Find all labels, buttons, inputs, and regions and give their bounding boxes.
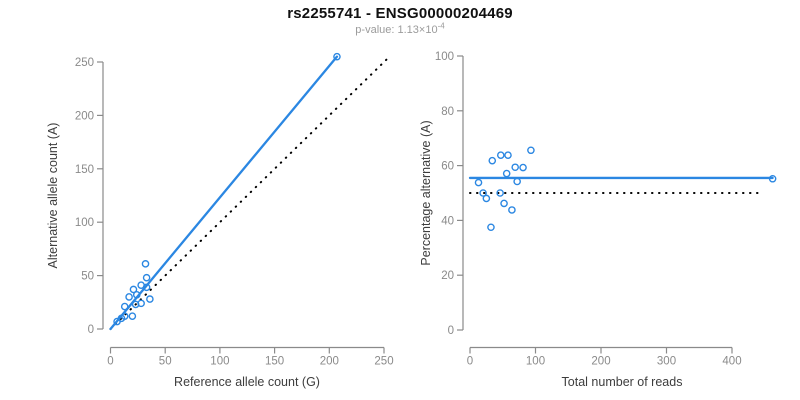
y-tick-label: 20 bbox=[441, 270, 454, 282]
data-point bbox=[333, 52, 341, 61]
x-axis-title: Reference allele count (G) bbox=[174, 375, 320, 389]
x-tick-label: 300 bbox=[657, 356, 676, 368]
fit-line bbox=[109, 55, 339, 331]
allele-counts-panel: 0 50 100 150 200 250 0 50 100 150 200 250 Reference … bbox=[46, 52, 394, 389]
p-value-text: p-value: 1.13×10 bbox=[355, 24, 438, 36]
data-point bbox=[141, 260, 150, 268]
data-point bbox=[128, 312, 137, 320]
data-point bbox=[482, 194, 491, 203]
y-tick-label: 250 bbox=[75, 57, 94, 69]
data-point bbox=[496, 189, 504, 197]
data-point bbox=[474, 178, 483, 187]
x-tick-label: 100 bbox=[210, 356, 229, 368]
x-tick-label: 200 bbox=[320, 356, 339, 368]
y-axis-title: Alternative allele count (A) bbox=[46, 123, 60, 269]
data-point bbox=[496, 151, 505, 159]
data-point bbox=[120, 302, 129, 311]
data-point bbox=[513, 177, 521, 186]
percentage-vs-reads-panel: 0 100 200 300 400 0 20 40 60 80 100 Total number of… bbox=[419, 51, 777, 389]
y-tick-label: 100 bbox=[435, 51, 454, 63]
data-point bbox=[527, 146, 535, 155]
y-tick-label: 80 bbox=[441, 106, 454, 118]
x-tick-label: 50 bbox=[159, 356, 172, 368]
data-point bbox=[129, 285, 138, 294]
data-point bbox=[768, 174, 777, 183]
x-tick-label: 0 bbox=[107, 356, 113, 368]
data-point bbox=[508, 206, 516, 214]
identity-line bbox=[109, 54, 392, 330]
data-point bbox=[137, 299, 145, 308]
y-tick-label: 100 bbox=[75, 217, 94, 229]
data-point bbox=[142, 273, 151, 282]
y-tick-label: 60 bbox=[441, 161, 454, 173]
y-axis-title: Percentage alternative (A) bbox=[419, 120, 433, 265]
y-tick-label: 0 bbox=[88, 324, 94, 336]
data-point bbox=[479, 189, 487, 197]
data-point bbox=[488, 156, 497, 165]
y-tick-label: 40 bbox=[441, 215, 454, 227]
x-tick-label: 150 bbox=[265, 356, 284, 368]
data-point bbox=[502, 169, 511, 178]
y-tick-label: 150 bbox=[75, 164, 94, 176]
x-tick-label: 100 bbox=[526, 356, 545, 368]
y-tick-label: 50 bbox=[81, 271, 94, 283]
x-tick-label: 400 bbox=[722, 356, 741, 368]
x-axis-title: Total number of reads bbox=[562, 375, 683, 389]
y-tick-label: 200 bbox=[75, 110, 94, 122]
data-point bbox=[519, 163, 527, 172]
data-point bbox=[125, 293, 133, 301]
data-point bbox=[511, 163, 519, 172]
figure-subtitle: p-value: 1.13×10-4 bbox=[0, 21, 800, 36]
data-point bbox=[504, 151, 512, 159]
data-point bbox=[500, 199, 508, 208]
data-point bbox=[146, 295, 154, 303]
data-point bbox=[132, 291, 141, 299]
x-tick-label: 0 bbox=[467, 356, 473, 368]
data-point bbox=[487, 223, 495, 232]
x-tick-label: 200 bbox=[591, 356, 610, 368]
figure-title: rs2255741 - ENSG00000204469 bbox=[287, 5, 513, 22]
p-value-exponent: -4 bbox=[437, 21, 445, 31]
y-tick-label: 0 bbox=[448, 325, 454, 337]
data-point bbox=[142, 283, 151, 292]
data-point bbox=[113, 317, 121, 326]
x-tick-label: 250 bbox=[374, 356, 393, 368]
